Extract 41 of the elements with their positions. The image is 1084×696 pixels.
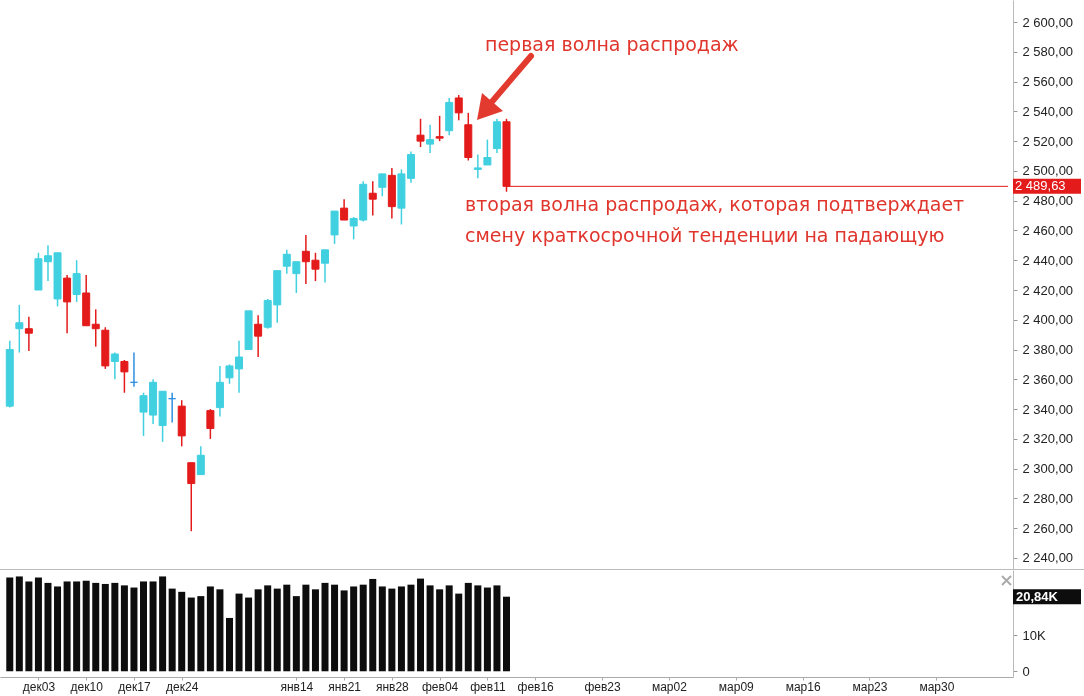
y-tick-label: 2 320,00 [1022,431,1074,447]
x-tick-label: янв21 [328,679,362,694]
x-tick-label: дек24 [166,679,199,694]
x-tick-label: дек17 [118,679,151,694]
x-tick-label: мар02 [651,679,688,694]
y-tick-label: 2 580,00 [1022,44,1074,60]
x-tick-label: дек10 [70,679,104,694]
text: 20,84K [1016,588,1059,604]
y-tick-label: 2 600,00 [1022,14,1074,30]
x-tick-label: мар09 [718,679,755,694]
y-tick-label: 2 560,00 [1022,74,1074,90]
y-tick-label: 2 260,00 [1022,520,1074,536]
x-tick-label: мар30 [919,679,955,694]
y-tick-label: 2 240,00 [1022,550,1074,566]
annotation: вторая волна распродаж, которая подтверждает смену краткосрочной тенденции на падающую [465,193,965,246]
y-tick-label: 2 380,00 [1022,342,1074,358]
y-tick-label: 2 280,00 [1022,490,1074,506]
y-tick-label: 2 460,00 [1022,222,1074,238]
y-tick-label: 2 340,00 [1022,401,1074,417]
y-tick-label: 2 360,00 [1022,371,1074,387]
y-tick-label: 2 400,00 [1022,312,1074,328]
ref-line-label: 2 489,63 [1015,178,1066,194]
y-tick-label: 2 300,00 [1022,461,1074,477]
y-tick-label: 2 520,00 [1022,133,1074,149]
x-tick-label: мар16 [785,679,821,694]
x-tick-label: фев23 [584,679,621,694]
x-tick-label: фев04 [421,679,459,694]
y-tick-label: 2 500,00 [1022,163,1074,179]
y-tick-label: 10K [1022,627,1046,643]
y-tick-label: 2 540,00 [1022,103,1074,119]
y-tick-label: 2 440,00 [1022,252,1074,268]
y-tick-label: 2 420,00 [1022,282,1074,298]
x-tick-label: мар23 [852,679,888,694]
y-tick-label: 0 [1022,663,1030,679]
annotation: первая волна распродаж [485,33,739,55]
y-tick-label: 2 480,00 [1022,193,1074,209]
x-tick-label: янв28 [375,679,410,694]
x-tick-label: дек03 [22,679,56,694]
x-tick-label: фев11 [470,679,506,694]
x-tick-label: янв14 [280,679,314,694]
x-tick-label: фев16 [517,679,555,694]
